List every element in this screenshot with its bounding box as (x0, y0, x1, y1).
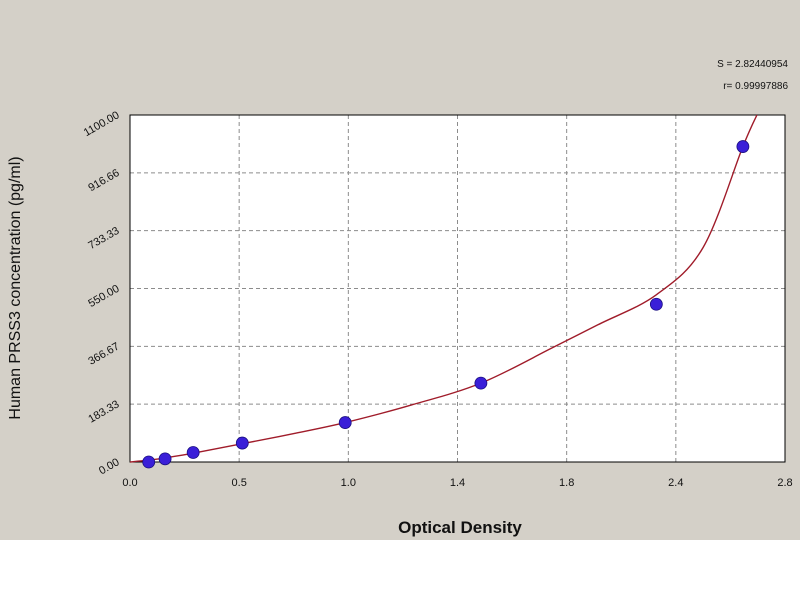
grid-lines (130, 115, 785, 462)
x-axis-label: Optical Density (398, 518, 522, 537)
stats-s-value: S = 2.82440954 (717, 59, 788, 70)
data-points (142, 140, 750, 469)
y-axis-label: Human PRSS3 concentration (pg/ml) (7, 156, 24, 419)
data-point (158, 452, 172, 466)
x-tick-label: 2.4 (668, 477, 683, 489)
data-point (736, 140, 750, 153)
data-point (142, 455, 156, 469)
data-point (474, 376, 488, 390)
data-point (186, 446, 200, 459)
plot-frame (129, 114, 786, 463)
page-background (0, 540, 800, 600)
data-point (235, 436, 249, 450)
x-axis-ticks: 0.0 0.5 1.0 1.4 1.8 2.4 2.8 (122, 477, 792, 489)
stats-r-value: r= 0.99997886 (723, 81, 788, 92)
data-point (338, 416, 352, 429)
x-tick-label: 0.0 (122, 477, 137, 489)
x-tick-label: 2.8 (777, 477, 792, 489)
x-tick-label: 1.0 (341, 477, 356, 489)
fit-curve-line (129, 114, 758, 463)
x-tick-label: 0.5 (232, 477, 247, 489)
data-point (649, 297, 663, 311)
x-tick-label: 1.8 (559, 477, 574, 489)
x-tick-label: 1.4 (450, 477, 465, 489)
